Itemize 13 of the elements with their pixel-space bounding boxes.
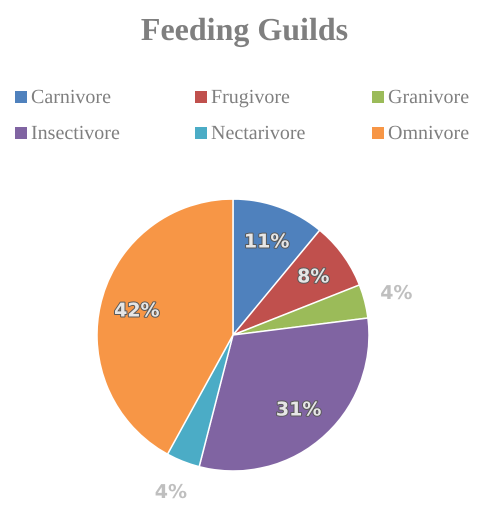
data-label: 31% [276, 398, 322, 420]
legend-label: Omnivore [388, 122, 470, 144]
legend-label: Nectarivore [211, 122, 306, 144]
chart-title: Feeding Guilds [140, 11, 348, 48]
data-label: 4% [380, 282, 412, 304]
data-label: 11% [244, 230, 290, 253]
legend-label: Carnivore [31, 86, 112, 108]
data-label: 8% [297, 266, 330, 288]
data-label: 4% [154, 480, 188, 503]
legend-label: Insectivore [31, 122, 120, 144]
legend-label: Granivore [388, 86, 470, 108]
legend-label: Frugivore [211, 86, 290, 108]
data-label: 42% [114, 299, 160, 322]
